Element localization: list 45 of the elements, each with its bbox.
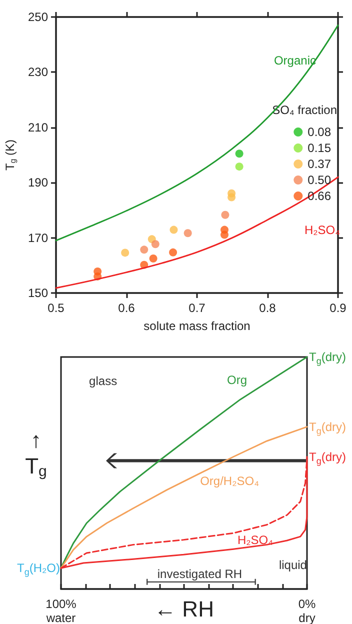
point [121, 248, 130, 257]
point [235, 162, 244, 171]
x-axis-title: solute mass fraction [144, 318, 250, 333]
series-label: Org/H₂SO₄ [200, 474, 260, 488]
text: T$_{g}$(dry) [309, 350, 346, 366]
legend-label: 0.37 [308, 157, 332, 171]
series-label: Org [226, 373, 247, 387]
point [235, 150, 244, 158]
x-tick-label: 0.6 [118, 301, 136, 315]
point [149, 254, 158, 262]
text: T$_{g}$(dry) [309, 420, 346, 436]
legend-label: 0.15 [308, 141, 332, 155]
x-tick-label: 0.7 [188, 301, 206, 315]
series-label: Organic [274, 53, 316, 68]
x-axis-title: ← RH [154, 596, 214, 622]
annotation: investigated RH [157, 566, 242, 581]
point [228, 193, 236, 202]
annotation: liquid [278, 558, 307, 572]
point [221, 210, 230, 219]
x-tick-label: 0.9 [330, 301, 347, 315]
y-axis-title: Tg (K) [3, 139, 18, 171]
y-tick-label: 210 [28, 120, 48, 134]
point [169, 248, 178, 256]
legend-label: 0.08 [308, 125, 332, 139]
point [184, 229, 192, 238]
x-tick-label: 0.8 [259, 301, 276, 315]
line-series [55, 24, 339, 242]
y-tick-label: 150 [28, 286, 48, 300]
line-series [55, 176, 339, 289]
y-tick-label: 230 [28, 65, 48, 80]
point [140, 246, 148, 254]
series-label: H₂SO₄ [237, 532, 274, 547]
annotation: glass [89, 374, 118, 388]
point [151, 240, 160, 248]
y-tick-label: 190 [28, 176, 48, 190]
point [220, 230, 228, 239]
point [170, 226, 178, 234]
annotation: T$_{g}$(H₂O) [16, 561, 60, 578]
x-tick-label: 100% water [45, 597, 77, 624]
x-tick-label: 0.5 [48, 301, 65, 315]
y-tick-label: 250 [28, 10, 48, 24]
legend-label: 0.66 [308, 189, 332, 203]
legend-label: 0.50 [308, 173, 332, 187]
text: T$_{g}$(dry) [309, 450, 346, 466]
y-tick-label: 170 [28, 230, 48, 245]
